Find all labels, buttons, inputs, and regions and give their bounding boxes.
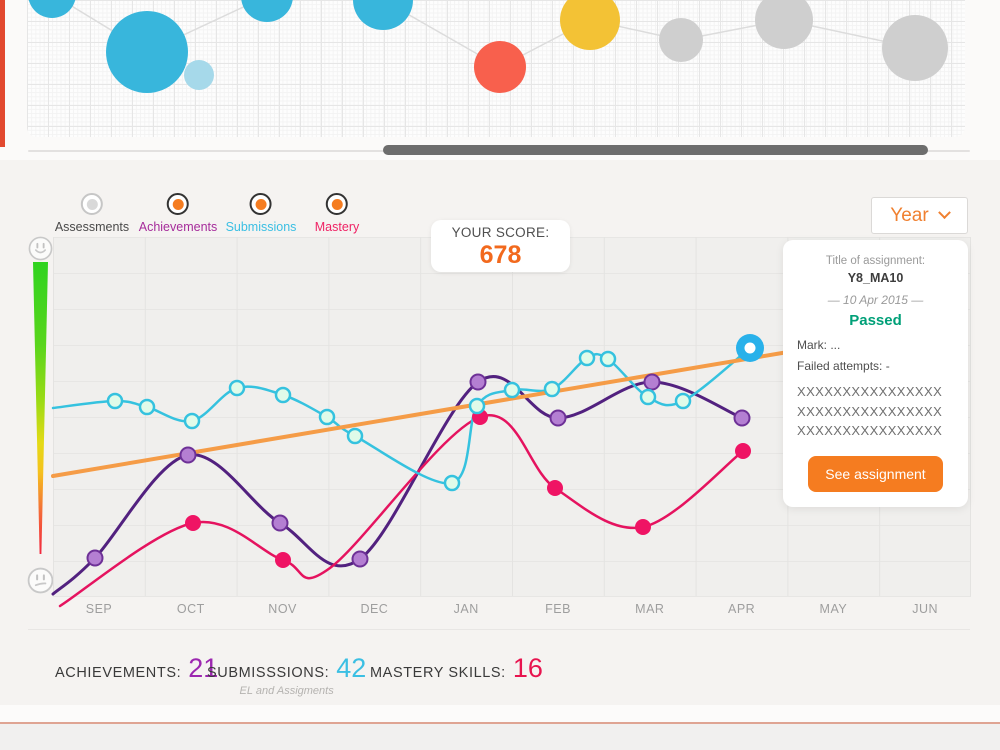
x-axis-label-mar: MAR [635, 602, 665, 616]
placeholder-text-line: XXXXXXXXXXXXXXXX [797, 423, 943, 438]
x-axis-label-apr: APR [727, 602, 756, 616]
assignment-failed-attempts: Failed attempts: - [797, 359, 890, 373]
x-axis-label-feb: FEB [545, 602, 571, 616]
stat-mastery-skills: MASTERY SKILLS: 16 [370, 653, 543, 684]
accent-strip [0, 0, 5, 147]
x-axis-label-jun: JUN [912, 602, 939, 616]
assignment-description-placeholder: XXXXXXXXXXXXXXXX XXXXXXXXXXXXXXXX XXXXXXXX… [797, 382, 954, 441]
score-value: 678 [479, 241, 522, 269]
x-axis-label-may: MAY [819, 602, 848, 616]
placeholder-text-line: XXXXXXXXXXXXXXXX [797, 384, 943, 399]
stat-value: 42 [336, 653, 367, 683]
radio-selected-icon [325, 193, 348, 215]
placeholder-text-line: XXXXXXXXXXXXXXXX [797, 403, 943, 419]
x-axis-label-nov: NOV [268, 602, 297, 616]
sad-face-icon [27, 567, 54, 594]
stat-achievements: ACHIEVEMENTS: 21 [55, 653, 218, 684]
footer-divider [0, 722, 1000, 724]
score-label: YOUR SCORE: [451, 225, 550, 240]
bubble-node[interactable] [755, 0, 813, 49]
stat-subtitle: EL and Assigments [239, 685, 334, 697]
year-dropdown-label: Year [890, 204, 929, 226]
stat-value: 16 [512, 653, 543, 683]
bubble-node[interactable] [659, 18, 703, 62]
bubble-node[interactable] [882, 15, 948, 81]
bubble-chart-panel [27, 0, 965, 137]
legend-item-mastery[interactable]: Mastery [315, 193, 359, 234]
see-assignment-button[interactable]: See assignment [808, 455, 943, 492]
legend-label: Assessments [54, 220, 130, 234]
bubble-node[interactable] [184, 60, 214, 90]
legend-label: Achievements [138, 220, 218, 234]
radio-selected-icon [250, 193, 272, 215]
legend-item-achievements[interactable]: Achievements [138, 193, 218, 234]
assignment-tooltip: Title of assignment: Y8_MA10 — 10 Apr 20… [783, 240, 968, 507]
stat-label: SUBMISSSIONS: [207, 665, 330, 681]
bubble-node[interactable] [28, 0, 76, 18]
footer-strip [0, 724, 1000, 750]
stat-label: ACHIEVEMENTS: [55, 665, 182, 681]
assignment-date: — 10 Apr 2015 — [827, 293, 924, 307]
legend-label: Submissions [225, 220, 297, 234]
horizontal-scrollbar-thumb[interactable] [383, 145, 928, 155]
chevron-down-icon [937, 206, 951, 220]
assignment-mark: Mark: ... [797, 338, 841, 352]
x-axis-label-jan: JAN [453, 602, 479, 616]
bubble-node[interactable] [474, 41, 526, 93]
radio-selected-icon [166, 193, 189, 215]
assignment-title-label: Title of assignment: [825, 255, 926, 267]
x-axis-label-oct: OCT [176, 602, 205, 616]
year-dropdown[interactable]: Year [871, 197, 968, 234]
bubble-node[interactable] [560, 0, 620, 50]
x-axis-label-sep: SEP [85, 602, 113, 616]
legend-label: Mastery [314, 220, 360, 234]
bubble-node[interactable] [241, 0, 293, 22]
divider [28, 629, 970, 630]
happy-face-icon [28, 236, 53, 261]
stat-value: 21 [188, 653, 219, 683]
stat-label: MASTERY SKILLS: [370, 665, 506, 681]
legend-item-submissions[interactable]: Submissions [225, 193, 297, 234]
x-axis-label-dec: DEC [360, 602, 389, 616]
legend-item-assessments[interactable]: Assessments [55, 193, 129, 234]
radio-unselected-icon [81, 193, 103, 215]
score-card: YOUR SCORE: 678 [431, 220, 570, 272]
assignment-title-value: Y8_MA10 [847, 271, 904, 285]
bubble-node[interactable] [106, 11, 188, 93]
assignment-status: Passed [849, 312, 902, 329]
stat-submisssions: SUBMISSSIONS: 42 EL and Assigments [207, 653, 366, 697]
footer-band [0, 705, 1000, 722]
